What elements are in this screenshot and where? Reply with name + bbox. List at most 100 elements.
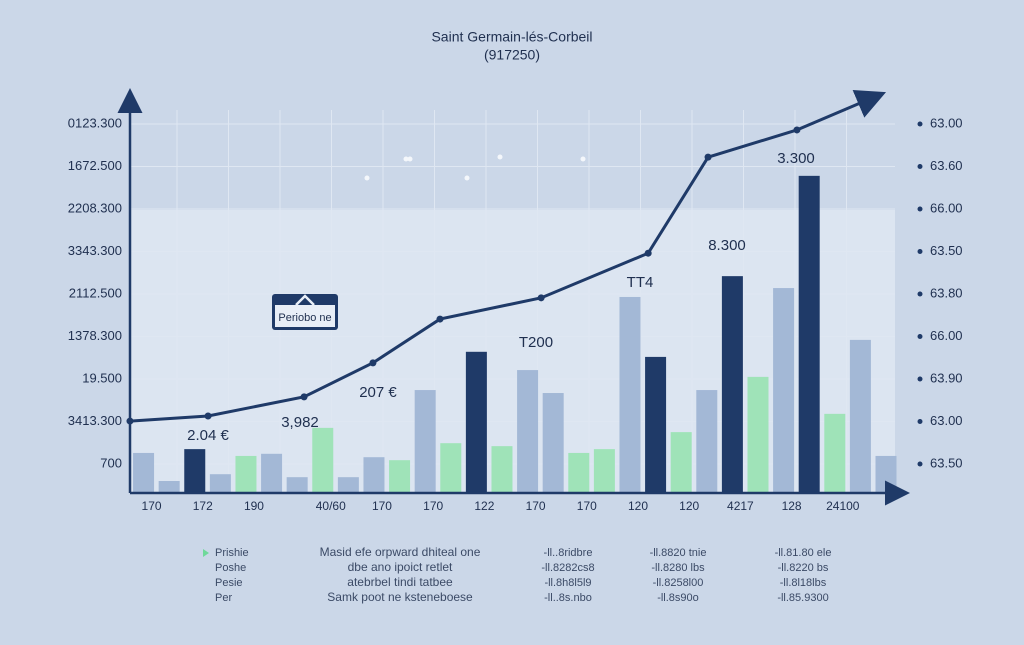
x-tick-label: 24100 xyxy=(826,499,860,513)
y2-tick-label: 63.60 xyxy=(930,158,963,173)
y-tick-label: 2112.500 xyxy=(69,285,122,300)
table-cell: Masid efe orpward dhiteal one xyxy=(320,545,481,559)
y2-tick-mark xyxy=(917,291,923,297)
bar xyxy=(184,449,206,494)
line-point xyxy=(537,294,545,302)
bar xyxy=(619,296,641,494)
y-tick-label: 0123.300 xyxy=(68,115,122,130)
annotation: TT4 xyxy=(627,274,654,291)
bar xyxy=(414,390,436,494)
annotation: 207 € xyxy=(359,384,397,401)
table-cell: -ll.81.80 ele xyxy=(775,547,832,559)
annotation: 8.300 xyxy=(708,237,746,254)
bar xyxy=(696,390,718,494)
bar xyxy=(542,393,564,494)
x-tick-label: 170 xyxy=(423,499,443,513)
bar xyxy=(363,457,385,494)
y2-tick-mark xyxy=(917,249,923,254)
y-tick-label: 19.500 xyxy=(82,370,122,385)
bar xyxy=(875,455,897,494)
bar xyxy=(517,370,539,494)
bar xyxy=(286,477,308,494)
table-cell: -ll.85.9300 xyxy=(777,592,828,604)
annotation: 3,982 xyxy=(281,414,319,431)
bar xyxy=(645,356,667,494)
bar xyxy=(721,276,743,494)
x-tick-label: 120 xyxy=(628,499,648,513)
x-tick-label: 170 xyxy=(372,499,392,513)
badge-icon xyxy=(295,294,315,306)
table-cell: Samk poot ne ksteneboese xyxy=(327,590,473,604)
trend-line xyxy=(129,90,887,423)
table-cell: -ll.8h8l5l9 xyxy=(544,577,591,589)
bar xyxy=(747,376,769,494)
y2-tick-mark xyxy=(917,164,923,169)
bar xyxy=(568,452,590,494)
line-point xyxy=(644,249,652,257)
bar xyxy=(824,413,846,494)
bar xyxy=(389,460,411,494)
line-point xyxy=(704,153,712,161)
table-cell: Per xyxy=(215,592,232,604)
y2-tick-label: 63.90 xyxy=(930,370,963,385)
x-tick-label: 170 xyxy=(142,499,162,513)
bar xyxy=(337,477,359,494)
bar xyxy=(440,443,462,494)
x-tick-label: 172 xyxy=(193,499,213,513)
table-cell: -ll..8ridbre xyxy=(544,547,593,559)
y2-tick-label: 63.50 xyxy=(930,455,963,470)
annotation: 3.300 xyxy=(777,150,815,167)
table-cell: -ll..8s.nbo xyxy=(544,592,592,604)
bar xyxy=(465,351,487,494)
badge-label: Periobo ne xyxy=(278,312,331,324)
badge: Periobo ne xyxy=(272,294,338,330)
y2-tick-mark xyxy=(917,461,923,467)
line-point xyxy=(793,126,801,134)
y2-tick-label: 63.00 xyxy=(930,413,963,428)
bar xyxy=(261,453,283,494)
y-tick-label: 700 xyxy=(100,455,122,470)
y2-tick-mark xyxy=(917,419,923,424)
table-cell: dbe ano ipoict retlet xyxy=(348,560,453,574)
table-cell: -ll.8s90o xyxy=(657,592,699,604)
table-cell: -ll.8282cs8 xyxy=(541,562,594,574)
bar xyxy=(798,175,820,494)
table-cell: atebrbel tindi tatbee xyxy=(347,575,453,589)
bar xyxy=(670,432,692,494)
bar xyxy=(312,427,334,494)
line-point xyxy=(300,393,308,401)
chart-subtitle: (917250) xyxy=(484,47,540,63)
bar xyxy=(158,481,180,494)
y-tick-label: 1672.500 xyxy=(68,158,122,173)
table-cell: Prishie xyxy=(215,547,249,559)
bar xyxy=(133,452,155,494)
legend-marker xyxy=(203,549,209,557)
table-cell: -ll.8820 tnie xyxy=(650,547,707,559)
bar xyxy=(235,455,257,494)
chart-title: Saint Germain-lés-Corbeil xyxy=(431,29,592,45)
x-tick-label: 190 xyxy=(244,499,264,513)
y2-tick-label: 63.80 xyxy=(930,285,963,300)
table-cell: -ll.8220 bs xyxy=(778,562,829,574)
y-tick-label: 1378.300 xyxy=(68,328,122,343)
y2-tick-label: 63.50 xyxy=(930,243,963,258)
table-cell: Pesie xyxy=(215,577,243,589)
y2-tick-label: 66.00 xyxy=(930,328,963,343)
table-cell: -ll.8280 lbs xyxy=(651,562,705,574)
table-cell: -ll.8l18lbs xyxy=(780,577,827,589)
annotation: T200 xyxy=(519,334,553,351)
decor-dots xyxy=(364,154,586,181)
x-tick-label: 122 xyxy=(474,499,494,513)
x-tick-label: 170 xyxy=(577,499,597,513)
bar xyxy=(491,446,513,494)
x-tick-label: 170 xyxy=(526,499,546,513)
x-tick-label: 120 xyxy=(679,499,699,513)
y2-tick-mark xyxy=(917,376,923,382)
x-tick-label: 4217 xyxy=(727,499,754,513)
bar xyxy=(849,339,871,494)
annotation: 2.04 € xyxy=(187,427,229,444)
y-tick-label: 2208.300 xyxy=(68,200,122,215)
line-point xyxy=(436,315,444,323)
bar xyxy=(209,474,231,494)
